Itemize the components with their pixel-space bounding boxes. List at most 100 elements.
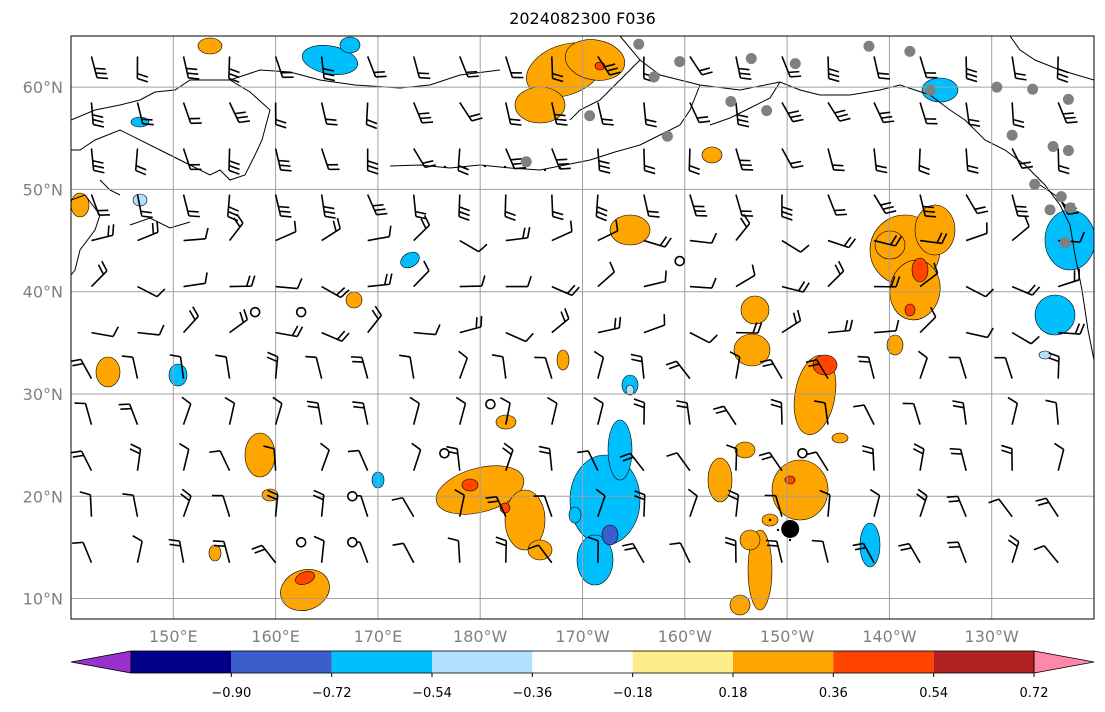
wind-barb: [391, 496, 415, 518]
wind-barb: [689, 102, 711, 124]
wind-barb: [551, 56, 564, 83]
wind-barb: [505, 331, 534, 343]
wind-barb: [593, 396, 604, 425]
wind-barb: [137, 221, 159, 242]
wind-barb: [71, 358, 93, 380]
wind-barb: [168, 538, 185, 563]
wind-barb: [392, 542, 415, 564]
longitude-tick-label: 160°W: [658, 627, 713, 646]
wind-barb: [814, 400, 829, 425]
shaded-region: [609, 214, 651, 246]
wind-barb: [735, 148, 754, 171]
wind-barb: [919, 232, 948, 245]
latitude-tick-label: 30°N: [23, 385, 63, 404]
wind-barb: [665, 360, 691, 380]
wind-barb: [412, 102, 434, 124]
wind-barb: [689, 232, 718, 244]
wind-barb: [949, 447, 967, 471]
wind-barb: [455, 396, 467, 425]
wind-barb: [1007, 534, 1020, 563]
wind-barb: [347, 449, 369, 472]
wind-barb: [275, 325, 304, 338]
map-title: 2024082300 F036: [509, 9, 656, 28]
wind-barb: [874, 276, 901, 288]
observation-station-dot: [584, 110, 596, 122]
longitude-tick-label: 170°W: [555, 627, 610, 646]
wind-barb: [643, 194, 660, 218]
wind-barb: [454, 489, 466, 517]
wind-barb: [224, 396, 236, 425]
wind-barb: [504, 194, 516, 221]
wind-barb: [505, 226, 531, 242]
coastline-layer: [71, 36, 1094, 542]
wind-barb: [1001, 444, 1013, 471]
shaded-region: [208, 544, 222, 562]
observation-station-dot: [648, 71, 660, 83]
observation-station-dot: [789, 58, 801, 70]
coastline: [709, 81, 781, 126]
island: [776, 528, 780, 532]
wind-barb: [459, 239, 488, 253]
wind-barb: [735, 56, 752, 80]
wind-barb: [919, 262, 939, 288]
wind-barb: [595, 194, 608, 222]
wind-barb: [735, 264, 756, 288]
wind-barb: [597, 316, 622, 334]
wind-barb: [321, 330, 350, 342]
wind-barb: [1054, 442, 1065, 471]
wind-barb: [366, 194, 388, 216]
wind-barb: [597, 261, 616, 288]
wind-barb: [643, 148, 656, 175]
coastline: [129, 217, 191, 229]
wind-barb: [527, 544, 553, 564]
wind-barb: [1011, 331, 1040, 345]
wind-barb: [1011, 102, 1025, 128]
wind-barb: [495, 536, 508, 563]
wind-barb: [182, 306, 199, 334]
wind-barb: [965, 222, 988, 242]
coastline: [71, 79, 271, 181]
colorbar-tick-label: −0.18: [613, 686, 653, 701]
colorbar-tick-label: 0.54: [919, 686, 948, 701]
wind-barb: [321, 285, 350, 299]
wind-barb: [263, 445, 277, 471]
wind-barb: [312, 489, 325, 517]
observation-station-dot: [1062, 145, 1074, 157]
wind-barb: [274, 56, 294, 79]
wind-barb: [869, 488, 881, 517]
wind-barb: [122, 493, 139, 517]
wind-barb: [71, 450, 93, 472]
observation-station-dot: [924, 84, 936, 96]
wind-barb: [500, 397, 511, 425]
wind-barb: [313, 535, 325, 563]
wind-barb: [275, 278, 303, 290]
wind-barb: [505, 275, 532, 288]
observation-station-dot: [1027, 83, 1039, 95]
wind-barb: [182, 148, 202, 171]
calm-wind-circle: [295, 536, 307, 548]
wind-barb: [965, 327, 994, 339]
wind-barb: [862, 445, 875, 471]
wind-barb: [735, 102, 750, 128]
colorbar-segment: [331, 651, 432, 673]
shaded-region: [1038, 350, 1052, 360]
wind-barb: [458, 350, 469, 379]
shaded-region: [514, 86, 566, 124]
observation-station-dot: [1047, 140, 1059, 152]
wind-barb: [90, 56, 109, 80]
wind-barb: [275, 220, 297, 242]
wind-barb: [366, 56, 387, 78]
wind-barb: [689, 194, 708, 217]
wind-barb: [132, 535, 143, 563]
wind-barb: [121, 355, 139, 379]
wind-barb: [689, 277, 717, 289]
wind-barb: [551, 194, 564, 221]
colorbar-tick-label: −0.90: [211, 686, 251, 701]
wind-barb: [412, 194, 427, 220]
wind-barb: [459, 315, 483, 334]
wind-barb: [90, 102, 105, 128]
shaded-region: [168, 363, 188, 387]
wind-barb: [853, 404, 875, 426]
wind-barb: [136, 102, 154, 126]
